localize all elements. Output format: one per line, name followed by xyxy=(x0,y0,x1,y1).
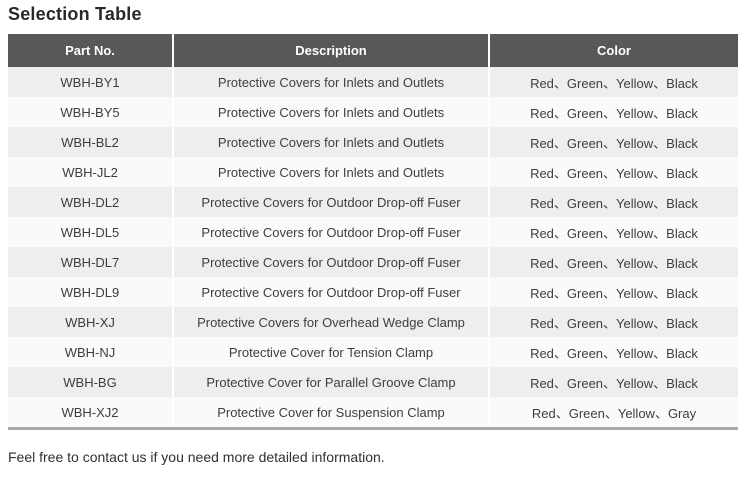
column-header-part-no: Part No. xyxy=(8,34,174,67)
table-row: WBH-BY1 Protective Covers for Inlets and … xyxy=(8,67,738,97)
table-row: WBH-BG Protective Cover for Parallel Groo… xyxy=(8,367,738,397)
table-row: WBH-DL5 Protective Covers for Outdoor Dro… xyxy=(8,217,738,247)
table-row: WBH-DL9 Protective Covers for Outdoor Dro… xyxy=(8,277,738,307)
footer-note: Feel free to contact us if you need more… xyxy=(8,449,385,465)
color-cell: Red、Green、Yellow、Black xyxy=(489,337,738,367)
table-header-row: Part No. Description Color xyxy=(8,34,738,67)
color-cell: Red、Green、Yellow、Black xyxy=(489,127,738,157)
table-row: WBH-JL2 Protective Covers for Inlets and … xyxy=(8,157,738,187)
description-cell: Protective Cover for Suspension Clamp xyxy=(173,397,490,429)
table-row: WBH-XJ2 Protective Cover for Suspension C… xyxy=(8,397,738,429)
description-cell: Protective Cover for Tension Clamp xyxy=(173,337,490,367)
color-cell: Red、Green、Yellow、Black xyxy=(489,67,738,97)
page-title: Selection Table xyxy=(8,4,142,24)
part-no-cell: WBH-BY5 xyxy=(8,97,174,127)
table-row: WBH-XJ Protective Covers for Overhead Wed… xyxy=(8,307,738,337)
description-cell: Protective Cover for Parallel Groove Cla… xyxy=(173,367,490,397)
description-cell: Protective Covers for Inlets and Outlets xyxy=(173,127,490,157)
description-cell: Protective Covers for Inlets and Outlets xyxy=(173,67,490,97)
description-cell: Protective Covers for Outdoor Drop-off F… xyxy=(173,247,490,277)
color-cell: Red、Green、Yellow、Black xyxy=(489,187,738,217)
part-no-cell: WBH-DL7 xyxy=(8,247,174,277)
part-no-cell: WBH-JL2 xyxy=(8,157,174,187)
description-cell: Protective Covers for Inlets and Outlets xyxy=(173,97,490,127)
table-row: WBH-DL7 Protective Covers for Outdoor Dro… xyxy=(8,247,738,277)
color-cell: Red、Green、Yellow、Black xyxy=(489,307,738,337)
part-no-cell: WBH-BG xyxy=(8,367,174,397)
part-no-cell: WBH-XJ xyxy=(8,307,174,337)
description-cell: Protective Covers for Outdoor Drop-off F… xyxy=(173,277,490,307)
description-cell: Protective Covers for Outdoor Drop-off F… xyxy=(173,187,490,217)
part-no-cell: WBH-DL2 xyxy=(8,187,174,217)
table-body: WBH-BY1 Protective Covers for Inlets and … xyxy=(8,67,738,429)
color-cell: Red、Green、Yellow、Black xyxy=(489,247,738,277)
description-cell: Protective Covers for Overhead Wedge Cla… xyxy=(173,307,490,337)
table-row: WBH-BL2 Protective Covers for Inlets and … xyxy=(8,127,738,157)
part-no-cell: WBH-NJ xyxy=(8,337,174,367)
table-row: WBH-NJ Protective Cover for Tension Clamp… xyxy=(8,337,738,367)
table-row: WBH-BY5 Protective Covers for Inlets and … xyxy=(8,97,738,127)
description-cell: Protective Covers for Inlets and Outlets xyxy=(173,157,490,187)
color-cell: Red、Green、Yellow、Black xyxy=(489,97,738,127)
column-header-description: Description xyxy=(173,34,490,67)
part-no-cell: WBH-XJ2 xyxy=(8,397,174,429)
part-no-cell: WBH-BY1 xyxy=(8,67,174,97)
color-cell: Red、Green、Yellow、Black xyxy=(489,367,738,397)
part-no-cell: WBH-DL5 xyxy=(8,217,174,247)
description-cell: Protective Covers for Outdoor Drop-off F… xyxy=(173,217,490,247)
color-cell: Red、Green、Yellow、Black xyxy=(489,217,738,247)
column-header-color: Color xyxy=(489,34,738,67)
part-no-cell: WBH-DL9 xyxy=(8,277,174,307)
selection-table: Part No. Description Color WBH-BY1 Protec… xyxy=(8,34,738,430)
color-cell: Red、Green、Yellow、Black xyxy=(489,157,738,187)
color-cell: Red、Green、Yellow、Gray xyxy=(489,397,738,429)
table-row: WBH-DL2 Protective Covers for Outdoor Dro… xyxy=(8,187,738,217)
part-no-cell: WBH-BL2 xyxy=(8,127,174,157)
color-cell: Red、Green、Yellow、Black xyxy=(489,277,738,307)
